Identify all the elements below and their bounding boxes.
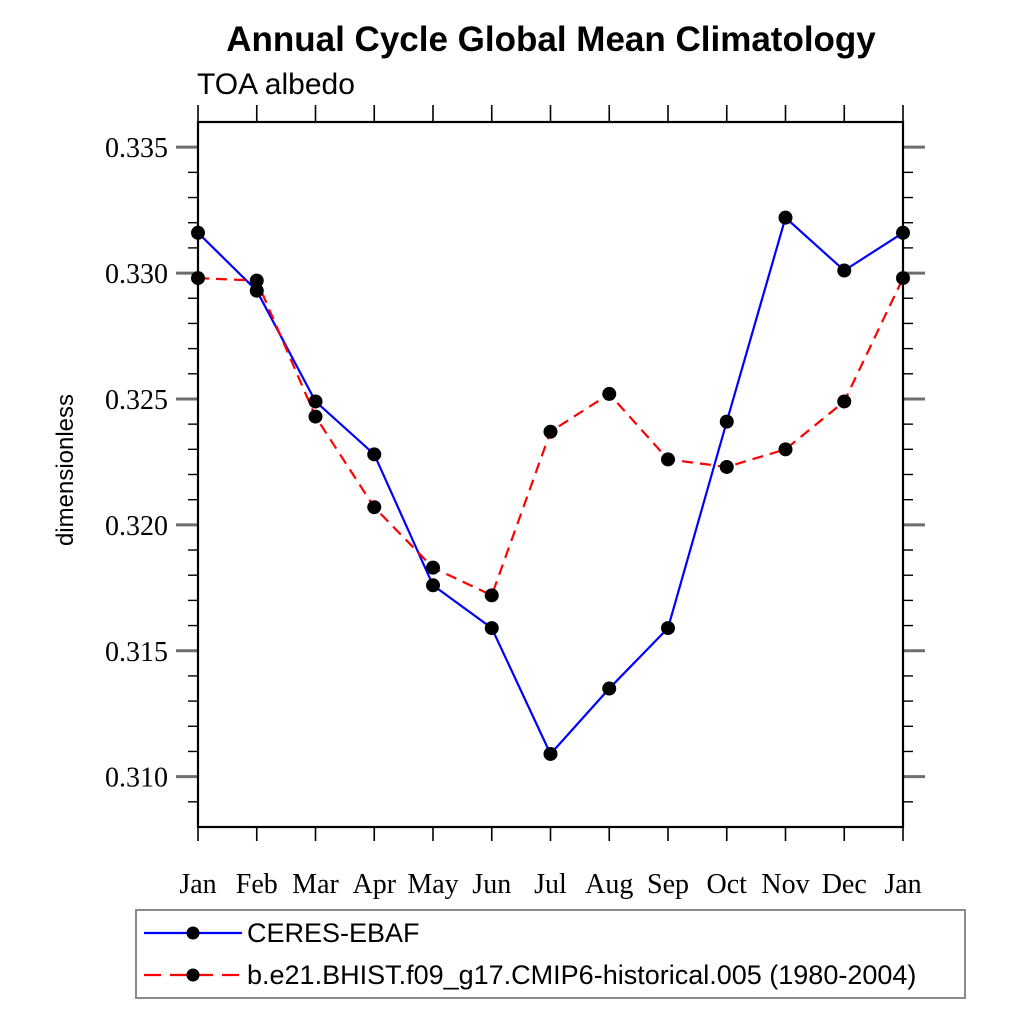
svg-text:Jun: Jun: [472, 869, 511, 900]
svg-text:Feb: Feb: [236, 869, 278, 900]
legend-line-sample-solid: [144, 926, 242, 940]
svg-text:0.315: 0.315: [105, 637, 168, 668]
legend-marker-icon: [186, 926, 200, 940]
svg-text:Nov: Nov: [761, 869, 809, 900]
legend-marker-icon: [186, 968, 200, 982]
x-axis-ticks: [197, 105, 904, 841]
svg-text:May: May: [407, 869, 458, 900]
chart-subtitle: TOA albedo: [197, 68, 355, 101]
x-axis-tick-labels: Jan Feb Mar Apr May Jun Jul Aug Sep Oct Nov Dec Jan: [179, 869, 921, 900]
legend-row-model: b.e21.BHIST.f09_g17.CMIP6-historical.005…: [137, 955, 964, 995]
chart-title: Annual Cycle Global Mean Climatology: [226, 20, 876, 59]
svg-text:Oct: Oct: [707, 869, 748, 900]
svg-text:Mar: Mar: [292, 869, 339, 900]
svg-text:Apr: Apr: [352, 869, 396, 900]
legend-label-ceres: CERES-EBAF: [247, 917, 420, 948]
svg-text:Jan: Jan: [179, 869, 216, 900]
series-markers-ceres: [191, 210, 910, 761]
svg-text:Dec: Dec: [822, 869, 867, 900]
y-axis-ticks: [176, 145, 925, 803]
legend-line-sample-dashed: [144, 968, 242, 982]
svg-text:0.335: 0.335: [105, 133, 168, 164]
legend: CERES-EBAF b.e21.BHIST.f09_g17.CMIP6-his…: [135, 909, 966, 999]
svg-text:0.330: 0.330: [105, 259, 168, 290]
svg-text:0.320: 0.320: [105, 511, 168, 542]
legend-label-model: b.e21.BHIST.f09_g17.CMIP6-historical.005…: [247, 959, 917, 990]
series-line-ceres: [197, 215, 904, 756]
y-axis-tick-labels: 0.310 0.315 0.320 0.325 0.330 0.335: [105, 133, 168, 793]
svg-text:0.310: 0.310: [105, 763, 168, 794]
svg-text:Sep: Sep: [647, 869, 689, 900]
svg-text:0.325: 0.325: [105, 385, 168, 416]
series-markers-model: [191, 271, 910, 603]
svg-text:Jul: Jul: [534, 869, 567, 900]
svg-text:Jan: Jan: [884, 869, 921, 900]
legend-row-ceres: CERES-EBAF: [137, 913, 964, 953]
svg-text:Aug: Aug: [585, 869, 633, 900]
plot-frame: [196, 120, 905, 829]
